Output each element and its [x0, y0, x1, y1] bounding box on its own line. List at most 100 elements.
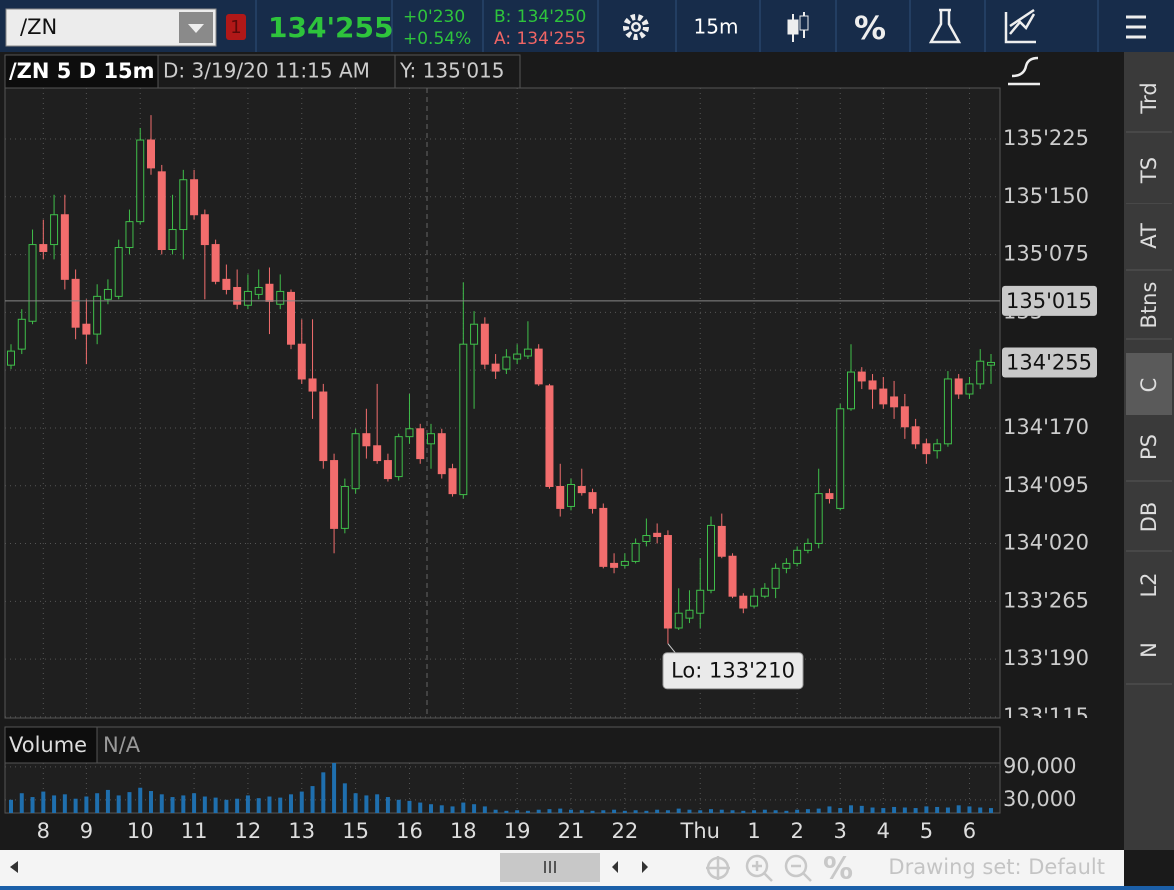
tab-label[interactable]: PS: [1137, 434, 1161, 460]
chart-style-icon[interactable]: [787, 12, 809, 42]
studies-icon[interactable]: [928, 8, 962, 44]
candle-body: [416, 428, 425, 460]
tab[interactable]: [1126, 415, 1172, 479]
date-box: [157, 54, 396, 89]
tab[interactable]: [1126, 353, 1172, 417]
volume-bar: [504, 810, 509, 813]
volume-bar: [956, 805, 961, 813]
x-tick-label: 16: [396, 819, 423, 843]
title-box: [4, 54, 159, 89]
ask: A: 134'255: [494, 29, 586, 49]
tab-label[interactable]: TS: [1137, 157, 1161, 184]
volume-bar: [827, 806, 832, 813]
candle-body: [7, 350, 15, 366]
volume-bar: [536, 809, 541, 813]
volume-bar: [332, 763, 337, 813]
volume-bar: [127, 792, 132, 813]
badge[interactable]: [226, 14, 246, 40]
volume-bar: [644, 810, 649, 813]
symbol: /ZN: [20, 15, 57, 39]
volume-bar: [353, 793, 358, 813]
candle-body: [599, 507, 608, 567]
candle-body: [60, 214, 69, 280]
volume-bar: [698, 810, 703, 813]
plot-area: [4, 87, 1001, 719]
interval[interactable]: 15m: [694, 15, 739, 39]
volume-bar: [84, 796, 89, 813]
y-box: [394, 54, 521, 89]
candle-body: [383, 460, 392, 480]
tab[interactable]: [1126, 553, 1172, 617]
candle-body: [653, 532, 662, 538]
volume-bar: [590, 810, 595, 813]
y-tick-label: 134'020: [1003, 531, 1089, 555]
menu-icon[interactable]: [1126, 15, 1146, 39]
x-tick-label: Thu: [680, 819, 720, 843]
x-tick-label: 5: [920, 819, 933, 843]
tab[interactable]: [1126, 204, 1172, 268]
footer-edge: [0, 886, 1174, 890]
x-tick-label: 9: [80, 819, 93, 843]
x-tick-label: 13: [288, 819, 315, 843]
tab[interactable]: [1126, 66, 1172, 130]
low-label: Lo: 133'210: [671, 659, 795, 683]
candle-body: [437, 433, 446, 475]
volume-bar: [19, 793, 24, 813]
volume-bar: [687, 809, 692, 813]
y-tick-label: 134'170: [1003, 415, 1089, 439]
candle-body: [965, 383, 974, 395]
x-tick-label: 2: [790, 819, 803, 843]
tab-label[interactable]: Btns: [1137, 282, 1161, 329]
change-pct: +0.54%: [403, 29, 471, 49]
candle-body: [610, 562, 619, 568]
candle-body: [890, 396, 899, 408]
y-tick-label: 90,000: [1003, 754, 1076, 778]
x-tick-label: 18: [450, 819, 477, 843]
autoscale-icon[interactable]: [1008, 56, 1040, 86]
percent-footer[interactable]: %: [823, 852, 853, 887]
footer-icons[interactable]: [706, 854, 812, 882]
scroll-left[interactable]: [10, 861, 18, 873]
volume-bar: [181, 795, 186, 813]
tab-label[interactable]: AT: [1137, 223, 1161, 249]
volume-bar: [612, 809, 617, 813]
candle-body: [287, 291, 295, 345]
tab[interactable]: [1126, 618, 1172, 682]
volume-bar: [235, 798, 240, 813]
candle-body: [459, 343, 468, 496]
tab[interactable]: [1126, 138, 1172, 202]
volume-bar: [278, 797, 283, 813]
volume-bar: [989, 808, 993, 813]
candle-body: [17, 318, 26, 350]
tab-label[interactable]: N: [1137, 642, 1161, 658]
percent-icon[interactable]: %: [854, 9, 886, 47]
tab-label[interactable]: DB: [1137, 502, 1161, 533]
candle-body: [567, 483, 575, 507]
tab[interactable]: [1126, 273, 1172, 337]
candle-body: [297, 343, 306, 380]
candle-body: [211, 244, 220, 282]
tab[interactable]: [1126, 485, 1172, 549]
x-tick-label: 21: [558, 819, 585, 843]
drawings-icon[interactable]: [1004, 8, 1036, 44]
tab-label[interactable]: L2: [1137, 572, 1161, 597]
y-tick-label: 135'225: [1003, 126, 1089, 150]
volume-bar: [676, 808, 681, 813]
candle-body: [976, 360, 985, 385]
candle-body: [556, 485, 565, 509]
volume-bar: [622, 810, 627, 813]
cursor-price-label-box: [1002, 285, 1097, 316]
candle-body: [620, 560, 629, 566]
candle-body: [200, 214, 209, 246]
tab-label[interactable]: Trd: [1137, 82, 1161, 114]
candle-body: [836, 408, 845, 509]
candle-body: [222, 278, 231, 290]
y-tick-label: 135'075: [1003, 242, 1089, 266]
tab-label[interactable]: C: [1137, 378, 1161, 393]
candle-body: [825, 493, 834, 500]
volume-bar: [547, 809, 552, 813]
candle-body: [340, 485, 349, 529]
volume-bar: [633, 810, 638, 813]
settings-icon[interactable]: [623, 14, 649, 40]
